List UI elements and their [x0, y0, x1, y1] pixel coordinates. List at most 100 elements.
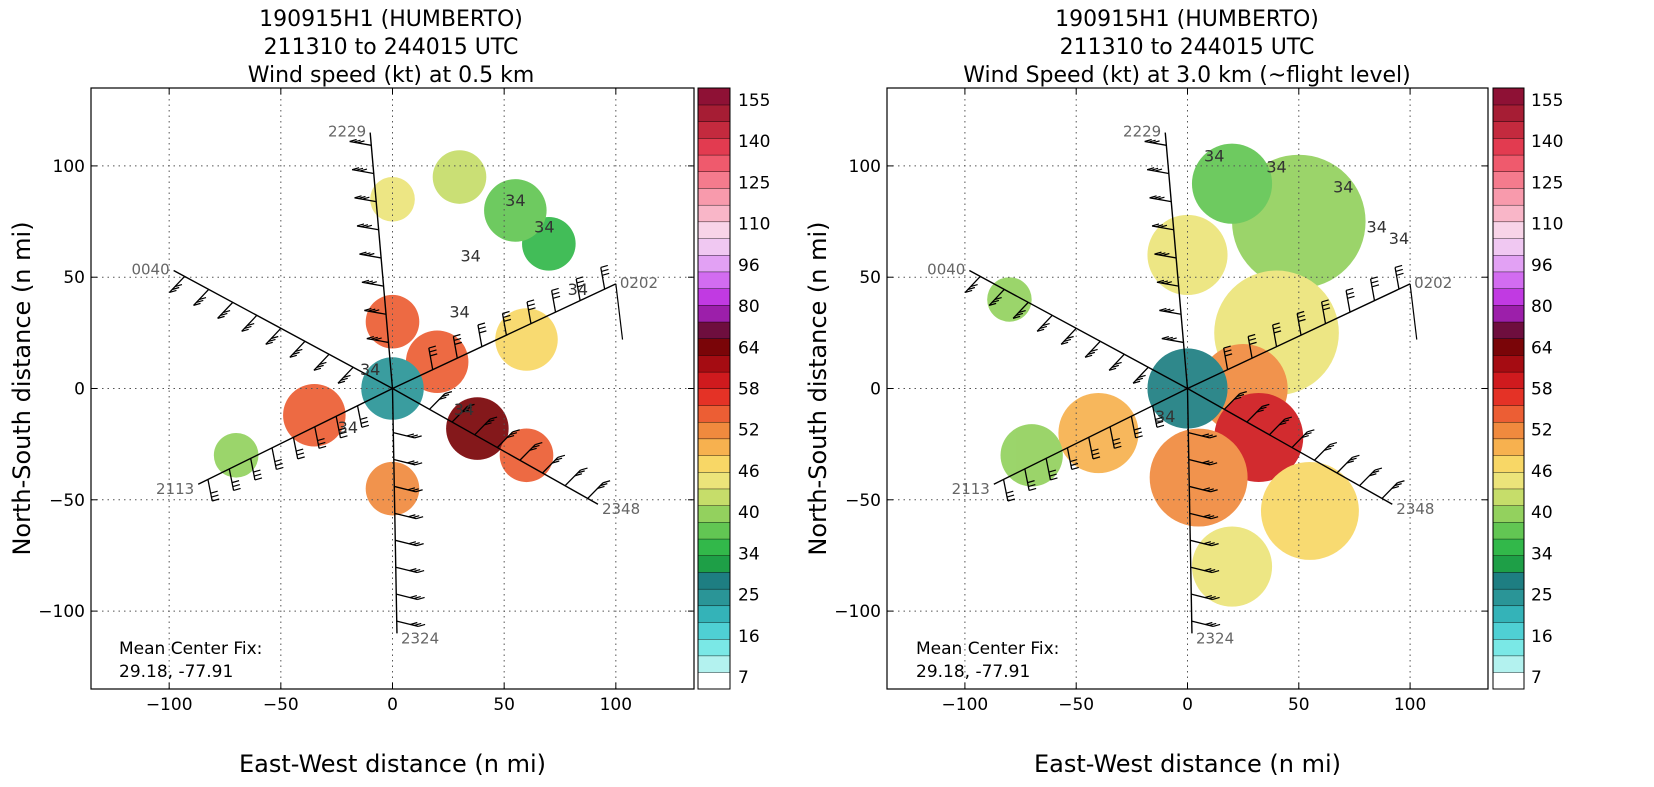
wind-barb-flag: [292, 351, 300, 355]
wind-barb: [1066, 447, 1073, 470]
colorbar-segment: [1492, 605, 1525, 623]
colorbar-segment: [697, 605, 731, 623]
wind-barb-flag: [970, 284, 978, 288]
y-axis-label: North-South distance (n mi): [804, 221, 832, 555]
wind-barb-flag: [1203, 514, 1211, 518]
wind-barb-flag: [503, 314, 511, 319]
wind-barb-flag: [600, 483, 608, 487]
wind-barb-flag: [1007, 498, 1016, 502]
wind-cell: [213, 432, 259, 478]
wind-barb-flag: [1224, 349, 1232, 353]
y-tick-label: −100: [834, 602, 881, 622]
flight-leg: [1187, 387, 1393, 505]
wind-barb-flag: [1371, 280, 1379, 284]
wind-barb-flag: [453, 333, 461, 338]
wind-barb: [1045, 458, 1052, 481]
colorbar-tick-label: 96: [738, 256, 760, 276]
wind-barb-flag: [554, 457, 563, 461]
colorbar-tick-label: 25: [738, 586, 760, 606]
contour-label: 34: [1333, 178, 1353, 197]
wind-barb: [1002, 479, 1009, 502]
colorbar-tick-label: 46: [1531, 462, 1553, 482]
colorbar: 7 16 25 34 40 46 52 58 64 80 96 110 125 140 155: [1492, 87, 1563, 690]
colorbar-segment: [697, 672, 731, 690]
wind-barb-flag: [1163, 308, 1171, 312]
wind-barb-flag: [217, 315, 225, 319]
wind-barb-flag: [289, 354, 298, 358]
wind-barb-flag: [297, 456, 305, 460]
wind-barb: [1060, 327, 1077, 345]
wind-barb-flag: [1111, 364, 1120, 368]
flight-leg: [993, 387, 1188, 485]
wind-barb-flag: [1091, 448, 1099, 452]
wind-barb-flag: [502, 310, 510, 315]
wind-barb-flag: [1273, 326, 1281, 330]
wind-barb-flag: [428, 345, 436, 349]
colorbar-segment: [697, 622, 731, 640]
wind-barb-flag: [429, 349, 437, 353]
colorbar-tick-label: 52: [738, 421, 760, 441]
wind-barb: [250, 458, 256, 481]
colorbar-segment: [697, 271, 731, 289]
colorbar-segment: [1492, 471, 1525, 490]
wind-barb-flag: [349, 138, 357, 143]
wind-barb-flag: [318, 445, 327, 449]
colorbar-segment: [697, 471, 731, 490]
wind-barb-flag: [600, 264, 608, 269]
wind-barb-flag: [361, 424, 370, 428]
wind-barb-flag: [1248, 337, 1257, 342]
wind-barb-flag: [988, 302, 997, 306]
flight-leg: [1186, 388, 1193, 634]
wind-barb-flag: [1006, 490, 1014, 494]
wind-barb-flag: [574, 473, 583, 477]
wind-barb-flag: [1018, 309, 1026, 314]
wind-barb-flag: [313, 367, 322, 371]
wind-barb-flag: [1301, 434, 1309, 439]
colorbar-segment: [1492, 371, 1525, 389]
leg-label: 2229: [328, 123, 366, 141]
wind-barb: [193, 288, 210, 306]
wind-barb-flag: [172, 286, 180, 291]
wind-barb-flag: [1307, 429, 1315, 433]
wind-barb-flag: [356, 223, 365, 227]
wind-barb-flag: [241, 328, 249, 332]
wind-barb-flag: [1028, 483, 1036, 488]
wind-barb-flag: [231, 480, 240, 484]
wind-barb-flag: [1155, 416, 1163, 421]
colorbar-tick-label: 140: [738, 132, 770, 152]
colorbar-tick-label: 58: [738, 380, 760, 400]
wind-barb-flag: [527, 303, 535, 307]
colorbar-segment: [1492, 588, 1525, 607]
wind-barb-flag: [1395, 268, 1403, 272]
colorbar-tick-label: 96: [1531, 256, 1553, 276]
wind-barb-flag: [528, 307, 536, 311]
wind-cell: [495, 308, 558, 371]
wind-barb-flag: [1113, 441, 1121, 446]
wind-barb-flag: [552, 295, 561, 299]
colorbar-segment: [697, 104, 731, 122]
y-tick-label: 50: [859, 268, 881, 288]
wind-barb-flag: [580, 467, 588, 471]
wind-barb-flag: [414, 462, 423, 466]
wind-barb-flag: [1154, 168, 1163, 172]
colorbar-segment: [697, 638, 731, 657]
wind-barb: [964, 275, 981, 293]
colorbar-segment: [697, 354, 731, 373]
wind-barb-flag: [1211, 543, 1219, 547]
wind-barb-flag: [512, 429, 520, 433]
wind-barb-flag: [439, 396, 447, 400]
wind-barb-flag: [1394, 264, 1403, 269]
mean-center-fix-value: 29.18, -77.91: [916, 662, 1030, 682]
wind-barb-flag: [1063, 338, 1072, 342]
wind-barb-flag: [193, 302, 201, 306]
x-tick-label: 100: [600, 695, 632, 715]
wind-barb-flag: [319, 361, 327, 366]
wind-barb-flag: [372, 309, 380, 313]
wind-barb-flag: [412, 542, 420, 546]
wind-barb-flag: [597, 485, 605, 490]
wind-barb-flag: [1206, 488, 1214, 492]
wind-barb-flag: [1167, 309, 1175, 313]
wind-barb: [1154, 253, 1177, 259]
wind-barb-flag: [416, 543, 424, 547]
colorbar-segment: [697, 87, 731, 106]
